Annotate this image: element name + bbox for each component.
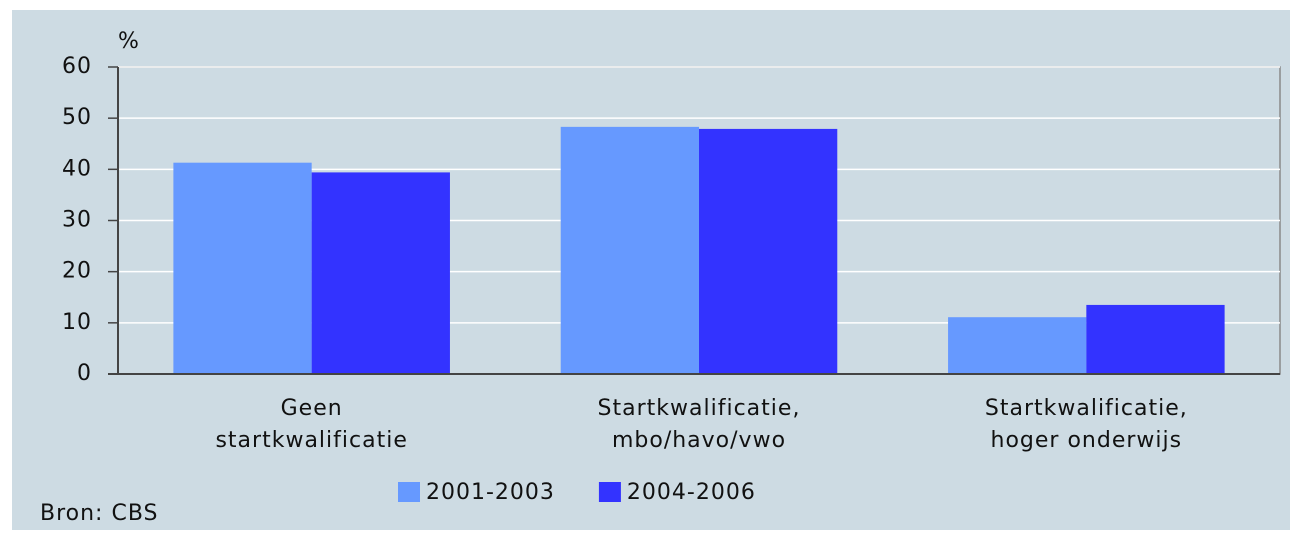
bar	[1086, 304, 1225, 374]
bar	[948, 317, 1087, 374]
y-tick-label: 50	[62, 105, 92, 130]
legend-swatch	[398, 482, 420, 502]
source-note: Bron: CBS	[40, 501, 159, 526]
x-tick-label: Geen startkwalificatie	[215, 396, 407, 453]
y-tick-label: 0	[77, 361, 92, 386]
legend-label: 2004-2006	[627, 480, 756, 505]
y-tick-label: 30	[62, 208, 92, 233]
y-tick-label: 40	[62, 156, 92, 181]
legend-label: 2001-2003	[426, 480, 555, 505]
legend-swatch	[598, 482, 621, 502]
x-tick-label: Startkwalificatie, mbo/havo/vwo	[598, 396, 801, 453]
y-tick-label: 10	[62, 310, 92, 335]
y-tick-label: 60	[62, 54, 92, 79]
bar	[699, 128, 838, 374]
bar	[311, 172, 450, 374]
bar	[560, 126, 699, 375]
y-tick-label: 20	[62, 259, 92, 284]
bar	[173, 162, 312, 374]
y-axis-label: %	[118, 29, 140, 54]
x-tick-label: Startkwalificatie, hoger onderwijs	[985, 396, 1188, 453]
